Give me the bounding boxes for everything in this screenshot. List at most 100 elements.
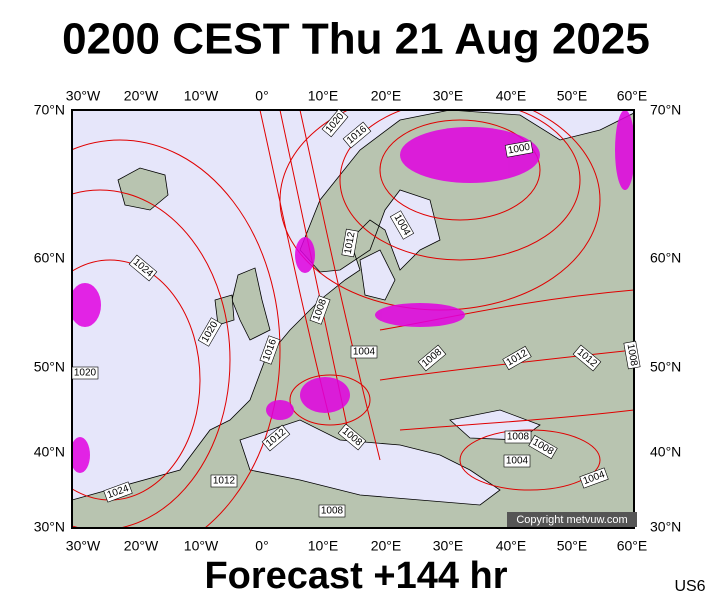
isobar-label: 1016	[259, 335, 281, 365]
isobar-value: 1008	[625, 343, 640, 367]
longitude-label-top: 10°E	[308, 88, 339, 104]
longitude-label-bottom: 30°W	[66, 538, 101, 554]
rain-area	[300, 377, 350, 413]
rain-area	[295, 237, 315, 273]
isobar-label: 1008	[318, 504, 346, 518]
rain-area	[72, 283, 101, 327]
isobar	[72, 189, 231, 528]
isobar-label-box	[128, 254, 158, 282]
isobar-label-box	[210, 474, 238, 488]
isobar-label: 1012	[210, 474, 238, 488]
isobar-label-box	[504, 430, 532, 444]
isobar-value: 1008	[321, 506, 344, 517]
isobar	[289, 374, 371, 426]
isobar-label-box	[417, 344, 447, 372]
mediterranean	[239, 419, 501, 506]
isobar-label-box	[318, 504, 346, 518]
longitude-label-bottom: 20°E	[371, 538, 402, 554]
isobar-label: 1008	[504, 430, 532, 444]
isobar-label-box	[572, 344, 602, 372]
latitude-label-right: 50°N	[650, 359, 681, 375]
map-title: 0200 CEST Thu 21 Aug 2025	[62, 15, 650, 64]
longitude-label-bottom: 10°W	[184, 538, 219, 554]
isobar-label-box	[337, 423, 367, 451]
rain-area	[72, 437, 90, 473]
longitude-label-top: 0°	[255, 88, 268, 104]
isobar-value: 1004	[353, 347, 376, 358]
isobar-value: 1020	[74, 368, 97, 379]
isobar-label-box	[309, 295, 331, 325]
isobar-value: 1004	[506, 456, 529, 467]
great-britain	[231, 267, 271, 341]
iceland	[117, 167, 169, 211]
isobar-label-box	[341, 228, 359, 258]
latitude-label-left: 70°N	[34, 102, 65, 118]
isobar-label-box	[528, 434, 558, 460]
isobar	[339, 110, 581, 261]
map-frame	[71, 109, 635, 529]
copyright: Copyright metvuw.com	[516, 514, 627, 526]
baltic	[359, 249, 396, 301]
longitude-label-bottom: 30°E	[433, 538, 464, 554]
map-code: US6	[674, 578, 705, 595]
isobar-label: 1020	[71, 366, 99, 380]
rain-area	[615, 110, 634, 190]
isobar-label-box	[342, 121, 372, 149]
isobar-label-box	[350, 345, 378, 359]
isobar-value: 1012	[213, 476, 236, 487]
isobar-label-box	[389, 210, 415, 240]
isobar-label: 1004	[503, 454, 531, 468]
isobar-value: 1012	[343, 231, 358, 255]
latitude-label-right: 60°N	[650, 250, 681, 266]
longitude-label-bottom: 10°E	[308, 538, 339, 554]
labels: 30°W 30°W 20°W 20°W 10°W 10°W 0° 0° 10°E 10°E 20°E…	[34, 88, 682, 554]
longitude-label-bottom: 0°	[255, 538, 268, 554]
isobar-label: 1000	[504, 140, 534, 158]
isobar-label: 1008	[623, 340, 641, 370]
isobar	[459, 429, 601, 491]
longitude-label-top: 50°E	[557, 88, 588, 104]
longitude-label-top: 20°W	[124, 88, 159, 104]
isobar-label-box	[261, 424, 291, 452]
isobar-label-box	[71, 366, 99, 380]
longitude-label-top: 20°E	[371, 88, 402, 104]
latitude-label-left: 40°N	[34, 444, 65, 460]
latitude-label-left: 60°N	[34, 250, 65, 266]
isobar	[72, 139, 281, 528]
inland-seas	[239, 249, 541, 506]
land-and-weather	[72, 110, 634, 528]
latitude-label-right: 40°N	[650, 444, 681, 460]
longitude-label-top: 30°W	[66, 88, 101, 104]
forecast-label: Forecast +144 hr	[204, 555, 507, 597]
latitude-label-left: 30°N	[34, 519, 65, 535]
isobar-label-box	[197, 317, 223, 347]
rain-area	[400, 127, 540, 183]
isobar-label-box	[259, 335, 281, 365]
isobar-label-box	[504, 140, 534, 158]
isobar-label-box	[503, 454, 531, 468]
isobar-label-box	[321, 108, 349, 138]
isobar-label-box	[103, 481, 133, 503]
precipitation	[72, 110, 634, 473]
isobar	[379, 119, 541, 221]
isobar-label-box	[579, 467, 609, 489]
longitude-label-top: 10°W	[184, 88, 219, 104]
longitude-label-bottom: 60°E	[617, 538, 648, 554]
latitude-label-right: 30°N	[650, 519, 681, 535]
isobar-value: 1000	[507, 142, 531, 157]
longitude-label-top: 60°E	[617, 88, 648, 104]
longitude-label-top: 40°E	[496, 88, 527, 104]
longitude-label-bottom: 50°E	[557, 538, 588, 554]
isobar-label-box	[502, 345, 532, 371]
rain-area	[266, 400, 294, 420]
isobar-label: 1012	[341, 228, 359, 258]
latitude-label-right: 70°N	[650, 102, 681, 118]
latitude-label-left: 50°N	[34, 359, 65, 375]
copyright-box	[507, 512, 637, 527]
isobar-label: 1004	[350, 345, 378, 359]
map-area	[71, 109, 635, 529]
longitude-label-top: 30°E	[433, 88, 464, 104]
isobar-label-box	[623, 340, 641, 370]
longitude-label-bottom: 40°E	[496, 538, 527, 554]
